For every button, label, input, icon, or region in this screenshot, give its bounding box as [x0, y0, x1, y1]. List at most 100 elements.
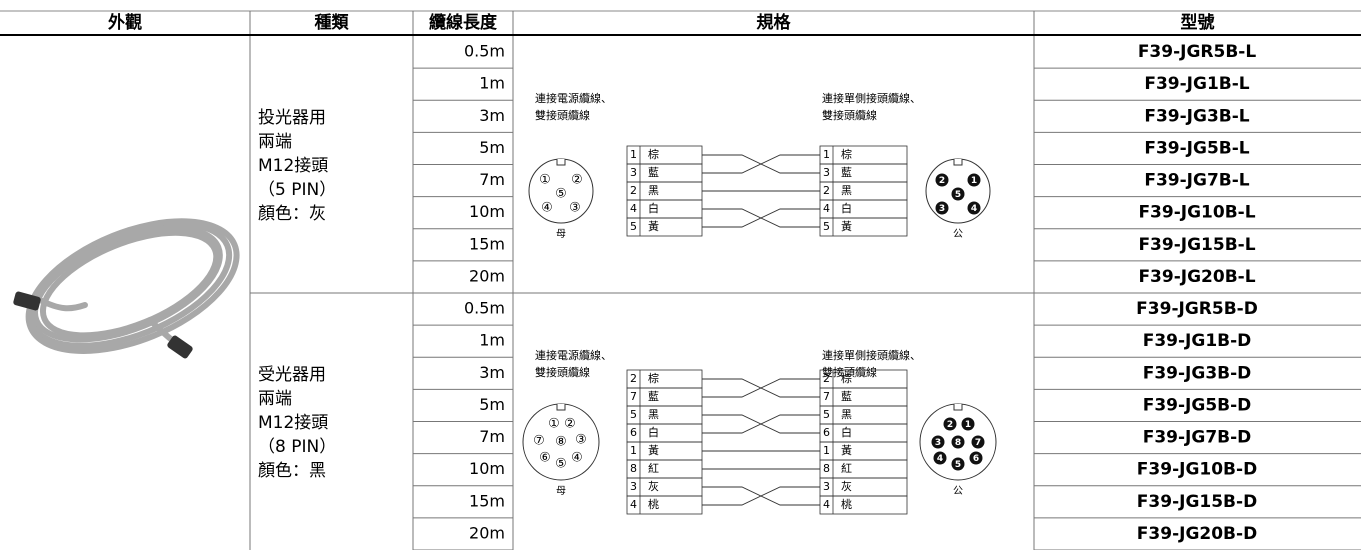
- model-number: F39-JG15B-L: [1138, 235, 1255, 255]
- wire-color: 白: [841, 201, 852, 215]
- model-number: F39-JGR5B-L: [1138, 42, 1257, 62]
- wire-color: 黑: [648, 408, 659, 421]
- header-cell: 型號: [1181, 12, 1215, 33]
- wire-pin: 5: [823, 220, 830, 233]
- male-pin-dot: [935, 173, 949, 187]
- cable-length: 15m: [469, 234, 505, 253]
- wire-color: 紅: [648, 462, 659, 475]
- kind-line: 顏色：灰: [258, 204, 326, 224]
- spec-label: 連接電源纜線、: [535, 91, 612, 105]
- kind-line: 顏色：黑: [258, 461, 326, 481]
- male-pin: 1: [965, 420, 971, 430]
- key-notch: [953, 404, 963, 411]
- spec-label: 連接電源纜線、: [535, 348, 612, 362]
- connector-gender: 公: [953, 229, 963, 240]
- key-notch: [953, 159, 963, 166]
- male-pin: 6: [973, 454, 979, 464]
- wire-pin: 2: [630, 184, 637, 197]
- cable-image: [13, 218, 240, 359]
- female-pin: ①: [548, 417, 560, 432]
- cable-length: 20m: [469, 266, 505, 285]
- connector-gender: 母: [556, 485, 566, 497]
- wire-color: 棕: [648, 371, 659, 385]
- wire-cell: [626, 181, 703, 201]
- female-pin: ②: [564, 417, 576, 432]
- wire: [702, 414, 820, 434]
- wire: [702, 154, 820, 174]
- wire-pin: 5: [630, 408, 637, 421]
- wire-pin: 1: [823, 148, 830, 161]
- wire-pin: 3: [630, 166, 637, 179]
- wire-color: 灰: [648, 479, 659, 493]
- female-pin: ①: [539, 173, 551, 188]
- male-pin: 3: [935, 438, 941, 448]
- model-number: F39-JGR5B-D: [1136, 299, 1258, 319]
- male-pin-dot: [967, 173, 981, 187]
- wire: [702, 208, 820, 228]
- key-notch: [556, 404, 566, 411]
- wire-pin: 5: [823, 408, 830, 421]
- model-number: F39-JG20B-L: [1138, 267, 1255, 287]
- cable-length: 7m: [479, 170, 505, 189]
- cable-length: 10m: [469, 459, 505, 478]
- kind-line: 投光器用: [258, 108, 326, 128]
- kind-line: 兩端: [258, 389, 292, 409]
- male-pin-dot: [967, 201, 981, 215]
- header-cell: 纜線長度: [429, 12, 498, 33]
- wire-color: 黃: [841, 444, 852, 457]
- wire-color: 藍: [841, 390, 852, 403]
- model-number: F39-JG20B-D: [1137, 524, 1257, 544]
- wire-pin: 8: [823, 462, 830, 475]
- wire-color: 黃: [648, 220, 659, 233]
- cable-length: 10m: [469, 202, 505, 221]
- wire-color: 棕: [841, 147, 852, 161]
- cable-length: 1m: [479, 74, 505, 93]
- male-pin: 4: [971, 204, 977, 214]
- wire-cell: [626, 405, 703, 425]
- male-pin: 2: [947, 420, 953, 430]
- key-notch: [556, 159, 566, 166]
- wire-cell: [626, 495, 703, 515]
- wire-color: 白: [648, 425, 659, 439]
- model-number: F39-JG3B-D: [1143, 363, 1252, 383]
- wire-pin: 2: [630, 372, 637, 385]
- wire-pin: 7: [823, 390, 830, 403]
- wire-pin: 3: [823, 480, 830, 493]
- male-pin-dot: [951, 435, 965, 449]
- spec-label: 雙接頭纜線: [535, 108, 590, 122]
- header-cell: 外觀: [108, 12, 142, 33]
- wire-cell: [626, 217, 703, 237]
- cable-length: 0.5m: [464, 42, 505, 61]
- male-pin-dot: [951, 187, 965, 201]
- header-cell: 規格: [757, 12, 792, 33]
- wire-cell: [626, 423, 703, 443]
- model-number: F39-JG5B-D: [1143, 395, 1252, 415]
- male-pin-dot: [933, 451, 947, 465]
- cable-length: 15m: [469, 491, 505, 510]
- model-number: F39-JG10B-L: [1138, 203, 1255, 223]
- kind-line: （8 PIN）: [258, 437, 336, 457]
- wire-cell: [626, 441, 703, 461]
- spec-label: 連接單側接頭纜線、: [822, 91, 921, 105]
- female-pin: ④: [571, 451, 583, 466]
- wire-pin: 1: [630, 148, 637, 161]
- cable-length: 3m: [479, 363, 505, 382]
- wire-pin: 1: [630, 444, 637, 457]
- female-pin: ③: [569, 201, 581, 216]
- male-pin: 1: [971, 176, 977, 186]
- wire-color: 白: [841, 425, 852, 439]
- wire-color: 黑: [841, 184, 852, 197]
- female-pin: ⑦: [533, 434, 545, 449]
- wire-color: 黃: [841, 220, 852, 233]
- cable-length: 5m: [479, 138, 505, 157]
- female-pin: ②: [571, 173, 583, 188]
- spec-label: 連接單側接頭纜線、: [822, 348, 921, 362]
- wire-pin: 4: [630, 498, 637, 511]
- wire-cell: [626, 369, 703, 389]
- model-number: F39-JG1B-L: [1144, 74, 1249, 94]
- wire-color: 棕: [841, 371, 852, 385]
- wire-pin: 1: [823, 444, 830, 457]
- wire: [702, 378, 820, 398]
- wire-pin: 4: [823, 498, 830, 511]
